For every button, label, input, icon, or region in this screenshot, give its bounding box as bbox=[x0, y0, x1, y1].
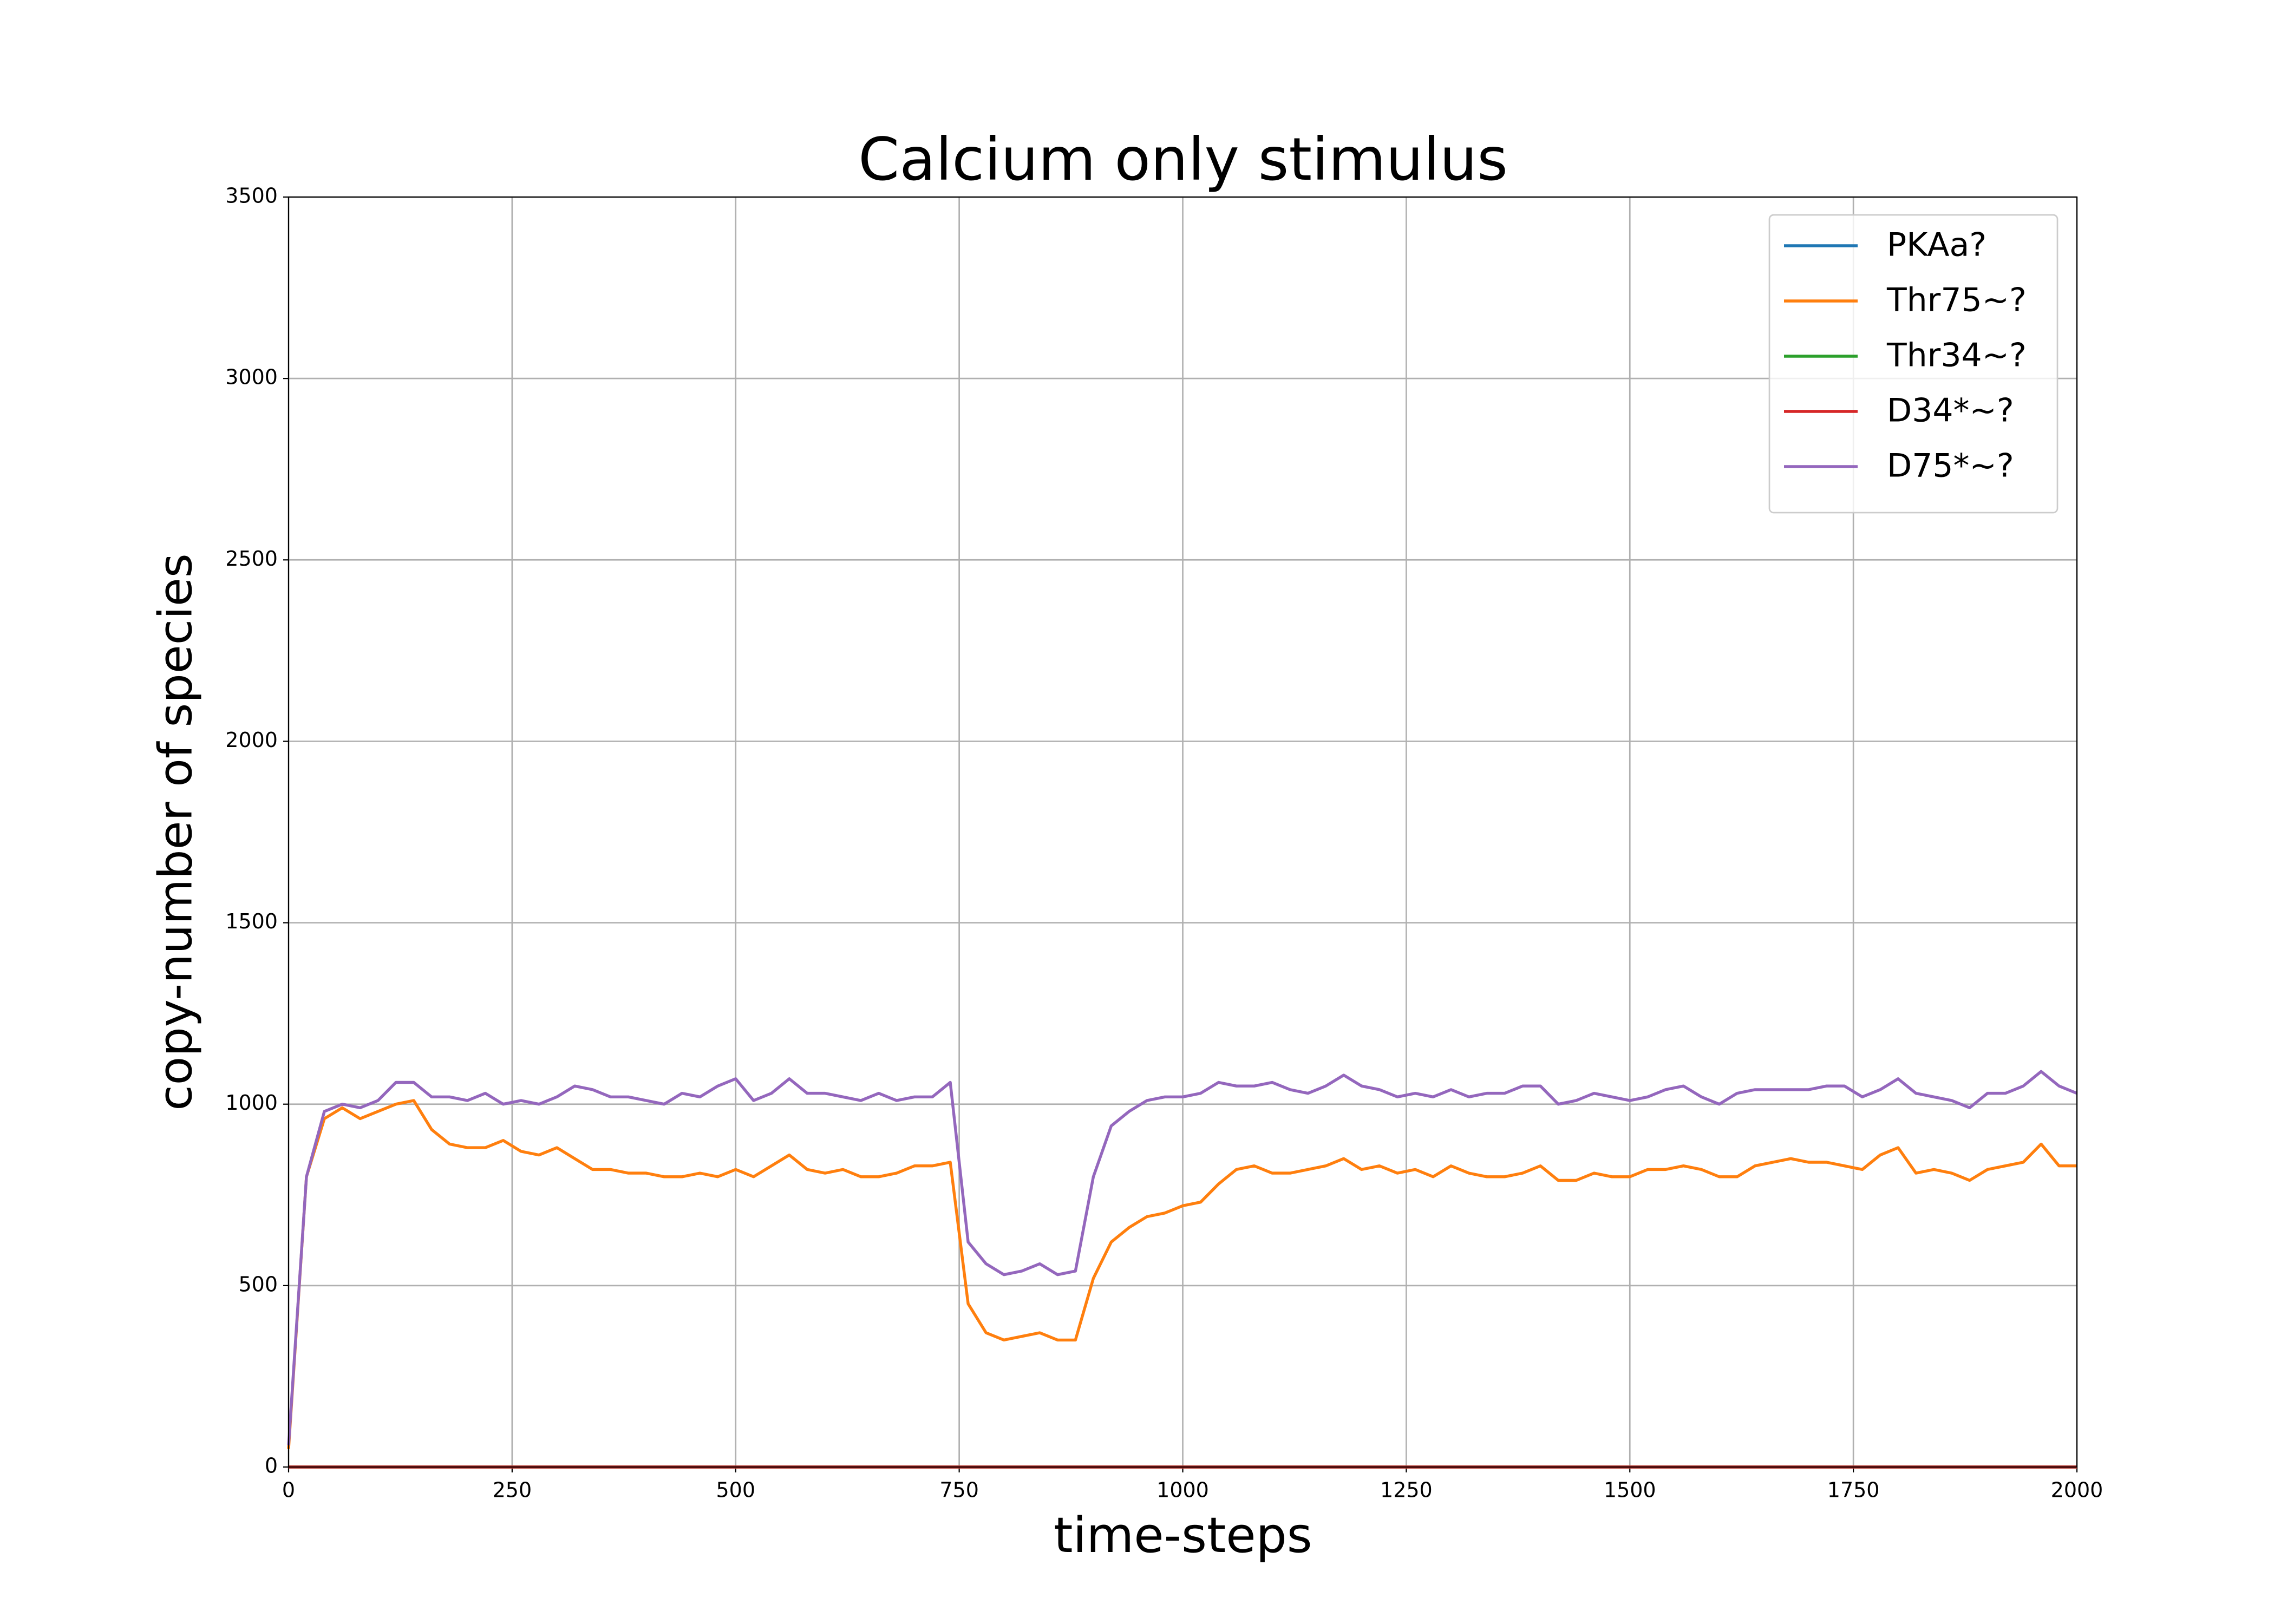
y-axis-label: copy-number of species bbox=[148, 553, 202, 1110]
x-tick-label: 2000 bbox=[2051, 1478, 2103, 1502]
y-tick-label: 1500 bbox=[225, 909, 278, 933]
y-tick-label: 2500 bbox=[225, 547, 278, 571]
y-tick-label: 500 bbox=[238, 1272, 278, 1296]
legend-label: PKAa? bbox=[1887, 226, 1987, 264]
x-tick-label: 1000 bbox=[1156, 1478, 1209, 1502]
legend: PKAa? Thr75~? Thr34~? D34*~? D75*~? bbox=[1768, 214, 2059, 514]
y-tick-label: 1000 bbox=[225, 1091, 278, 1115]
y-tick-label: 3000 bbox=[225, 365, 278, 389]
series-line bbox=[287, 1070, 2078, 1445]
x-tick-label: 1500 bbox=[1604, 1478, 1656, 1502]
legend-label: D75*~? bbox=[1887, 447, 2014, 485]
x-tick-label: 1250 bbox=[1380, 1478, 1433, 1502]
x-tick-label: 500 bbox=[716, 1478, 755, 1502]
y-tick-label: 3500 bbox=[225, 184, 278, 208]
x-axis-label: time-steps bbox=[1054, 1507, 1312, 1564]
series-line bbox=[287, 1099, 2077, 1449]
y-tick-label: 0 bbox=[265, 1454, 278, 1478]
legend-box bbox=[1768, 214, 2059, 514]
x-tick-label: 250 bbox=[493, 1478, 532, 1502]
plot-frame bbox=[287, 196, 2078, 1468]
chart-title: Calcium only stimulus bbox=[858, 125, 1508, 194]
x-tick-label: 1750 bbox=[1827, 1478, 1880, 1502]
legend-label: Thr34~? bbox=[1886, 337, 2027, 375]
x-tick-label: 0 bbox=[282, 1478, 295, 1502]
legend-label: Thr75~? bbox=[1886, 281, 2027, 319]
y-tick-label: 2000 bbox=[225, 728, 278, 752]
x-tick-label: 750 bbox=[939, 1478, 979, 1502]
legend-label: D34*~? bbox=[1887, 392, 2014, 430]
